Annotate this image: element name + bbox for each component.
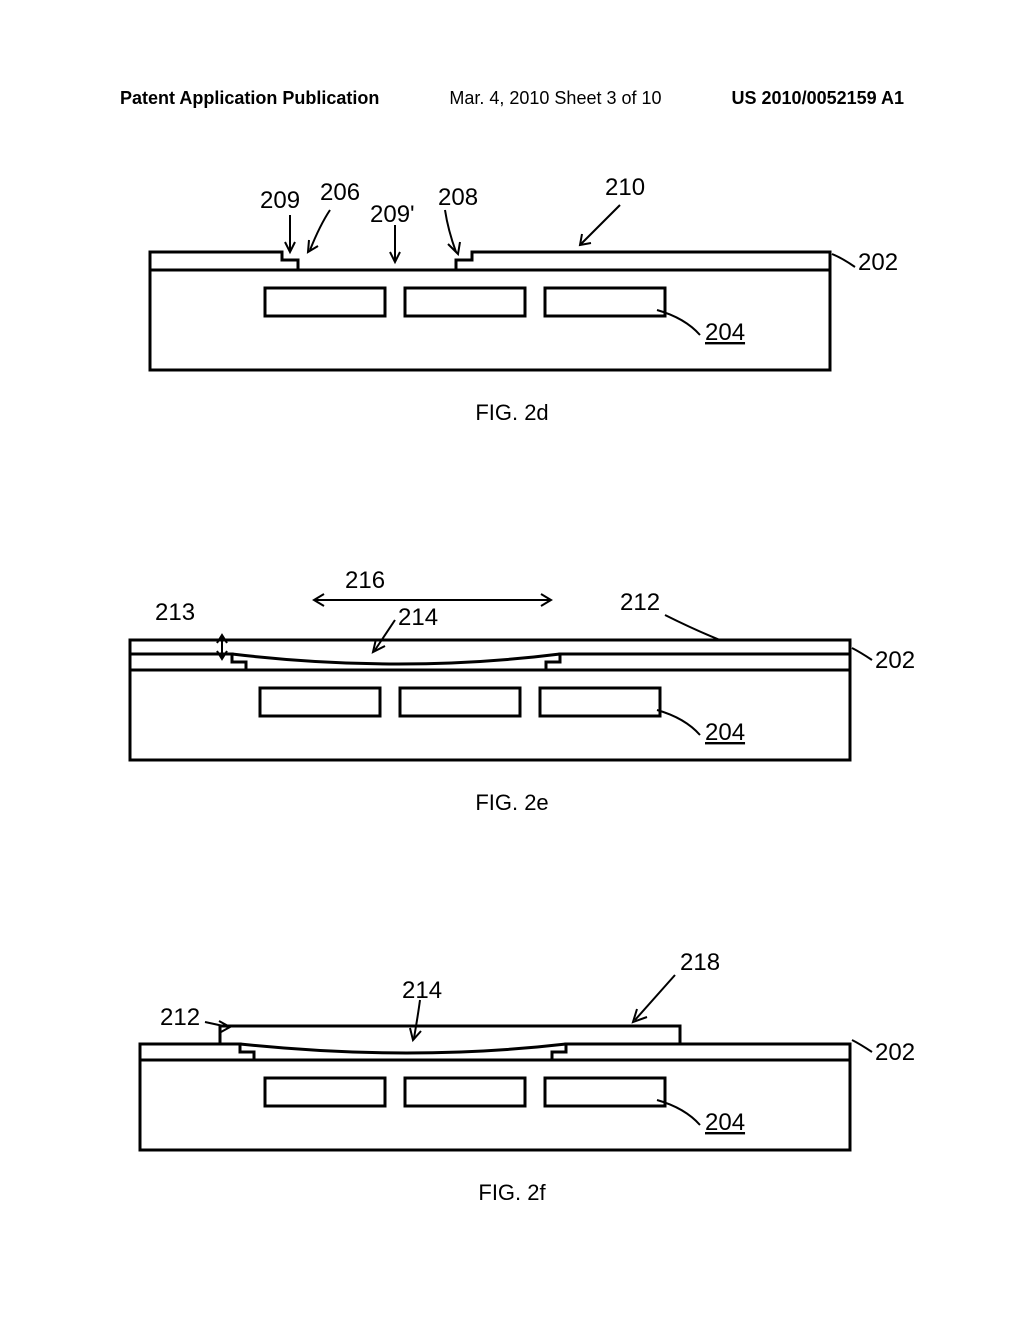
label-214: 214: [398, 604, 438, 631]
label-202: 202: [858, 249, 898, 276]
header-center: Mar. 4, 2010 Sheet 3 of 10: [449, 88, 661, 109]
fig2f-caption: FIG. 2f: [0, 1180, 1024, 1206]
figure-2e: 213 216 214 212 202 204 FIG. 2e: [0, 540, 1024, 816]
label-212: 212: [160, 1004, 200, 1031]
fig2d-svg: 209 206 209' 208 210 202 204: [0, 160, 1024, 400]
label-208: 208: [438, 184, 478, 211]
label-204: 204: [705, 319, 745, 346]
label-206: 206: [320, 179, 360, 206]
label-202: 202: [875, 647, 915, 674]
label-204: 204: [705, 719, 745, 746]
figure-2d: 209 206 209' 208 210 202 204 FIG. 2d: [0, 160, 1024, 426]
label-209p: 209': [370, 201, 415, 228]
label-202: 202: [875, 1039, 915, 1066]
label-216: 216: [345, 567, 385, 594]
label-212: 212: [620, 589, 660, 616]
label-209: 209: [260, 187, 300, 214]
fig2d-caption: FIG. 2d: [0, 400, 1024, 426]
header-left: Patent Application Publication: [120, 88, 379, 109]
label-210: 210: [605, 174, 645, 201]
fig2f-svg: 212 214 218 202 204: [0, 930, 1024, 1180]
label-214: 214: [402, 977, 442, 1004]
figure-2f: 212 214 218 202 204 FIG. 2f: [0, 930, 1024, 1206]
label-204: 204: [705, 1109, 745, 1136]
header-right: US 2010/0052159 A1: [732, 88, 904, 109]
label-218: 218: [680, 949, 720, 976]
fig2e-svg: 213 216 214 212 202 204: [0, 540, 1024, 790]
page-header: Patent Application Publication Mar. 4, 2…: [0, 88, 1024, 109]
fig2e-caption: FIG. 2e: [0, 790, 1024, 816]
label-213: 213: [155, 599, 195, 626]
